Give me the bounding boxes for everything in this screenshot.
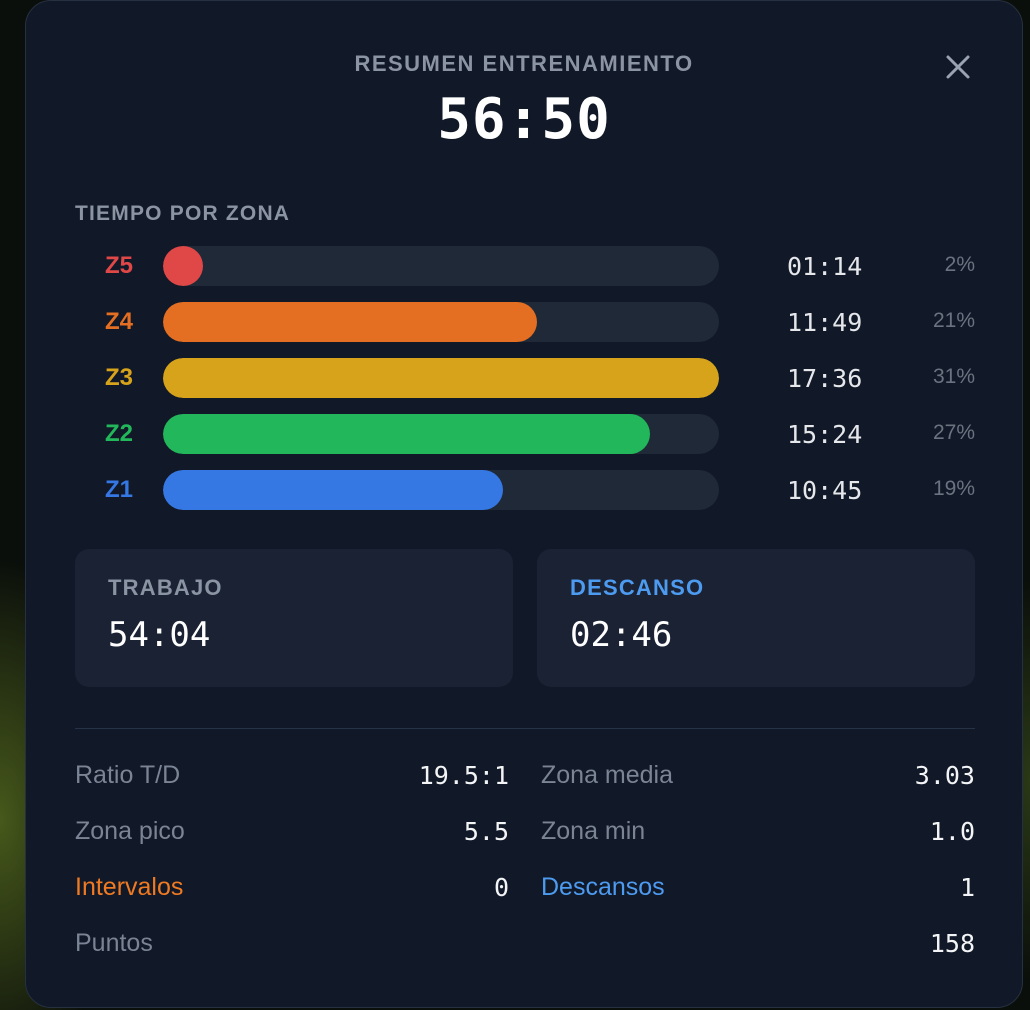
zone-bar-fill <box>163 358 719 398</box>
metric-descansos: Descansos 1 <box>541 873 975 903</box>
metric-label: Zona media <box>541 761 674 789</box>
metric-label: Puntos <box>75 929 153 957</box>
metric-value: 1 <box>959 873 975 902</box>
metric-label: Ratio T/D <box>75 761 181 789</box>
metric-value: 0 <box>493 873 509 902</box>
zone-label: Z4 <box>105 308 134 335</box>
work-card: TRABAJO 54:04 <box>75 549 513 687</box>
metric-intervalos: Intervalos 0 <box>75 873 509 903</box>
metric-label: Zona min <box>541 817 646 845</box>
zone-bar-track <box>163 246 719 286</box>
close-icon <box>946 55 970 79</box>
zone-row-z3: Z3 17:36 31% <box>75 358 975 398</box>
zone-label: Z3 <box>105 364 134 391</box>
zone-percent: 19% <box>932 477 975 500</box>
divider <box>75 728 975 729</box>
metric-value: 3.03 <box>914 761 975 790</box>
zone-bar-fill <box>163 470 503 510</box>
workout-summary-modal: RESUMEN ENTRENAMIENTO 56:50 TIEMPO POR Z… <box>25 0 1023 1008</box>
metric-zona-pico: Zona pico 5.5 <box>75 817 509 847</box>
zone-bar-track <box>163 414 719 454</box>
metric-value: 1.0 <box>929 817 975 846</box>
metric-label: Intervalos <box>75 873 184 901</box>
metric-value: 5.5 <box>463 817 509 846</box>
zone-bar-fill <box>163 246 203 286</box>
zone-bar-fill <box>163 302 537 342</box>
zone-time: 15:24 <box>787 420 863 449</box>
zone-bar-track <box>163 302 719 342</box>
work-value: 54:04 <box>108 615 211 655</box>
metric-zona-media: Zona media 3.03 <box>541 761 975 791</box>
zone-row-z4: Z4 11:49 21% <box>75 302 975 342</box>
zone-row-z1: Z1 10:45 19% <box>75 470 975 510</box>
zone-row-z5: Z5 01:14 2% <box>75 246 975 286</box>
zone-bar-track <box>163 358 719 398</box>
total-time: 56:50 <box>437 87 611 152</box>
metric-label: Zona pico <box>75 817 185 845</box>
zone-percent: 27% <box>932 421 975 444</box>
zone-percent: 21% <box>932 309 975 332</box>
zone-percent: 2% <box>944 253 975 276</box>
zone-label: Z5 <box>105 252 134 279</box>
metric-value: 158 <box>929 929 975 958</box>
close-button[interactable] <box>940 49 976 85</box>
zone-bar-fill <box>163 414 650 454</box>
metric-puntos: Puntos 158 <box>75 929 975 959</box>
zone-label: Z1 <box>105 476 134 503</box>
rest-label: DESCANSO <box>570 575 705 600</box>
metric-ratio: Ratio T/D 19.5:1 <box>75 761 509 791</box>
zone-row-z2: Z2 15:24 27% <box>75 414 975 454</box>
zone-time: 10:45 <box>787 476 863 505</box>
work-label: TRABAJO <box>108 575 223 600</box>
zone-time: 17:36 <box>787 364 863 393</box>
rest-value: 02:46 <box>570 615 673 655</box>
zone-bar-track <box>163 470 719 510</box>
modal-title: RESUMEN ENTRENAMIENTO <box>354 51 694 76</box>
zone-percent: 31% <box>932 365 975 388</box>
rest-card: DESCANSO 02:46 <box>537 549 975 687</box>
zone-time: 11:49 <box>787 308 863 337</box>
zone-label: Z2 <box>105 420 134 447</box>
zones-section-label: TIEMPO POR ZONA <box>75 202 291 225</box>
metric-zona-min: Zona min 1.0 <box>541 817 975 847</box>
zone-time: 01:14 <box>787 252 863 281</box>
metric-label: Descansos <box>541 873 665 901</box>
metric-value: 19.5:1 <box>418 761 509 790</box>
